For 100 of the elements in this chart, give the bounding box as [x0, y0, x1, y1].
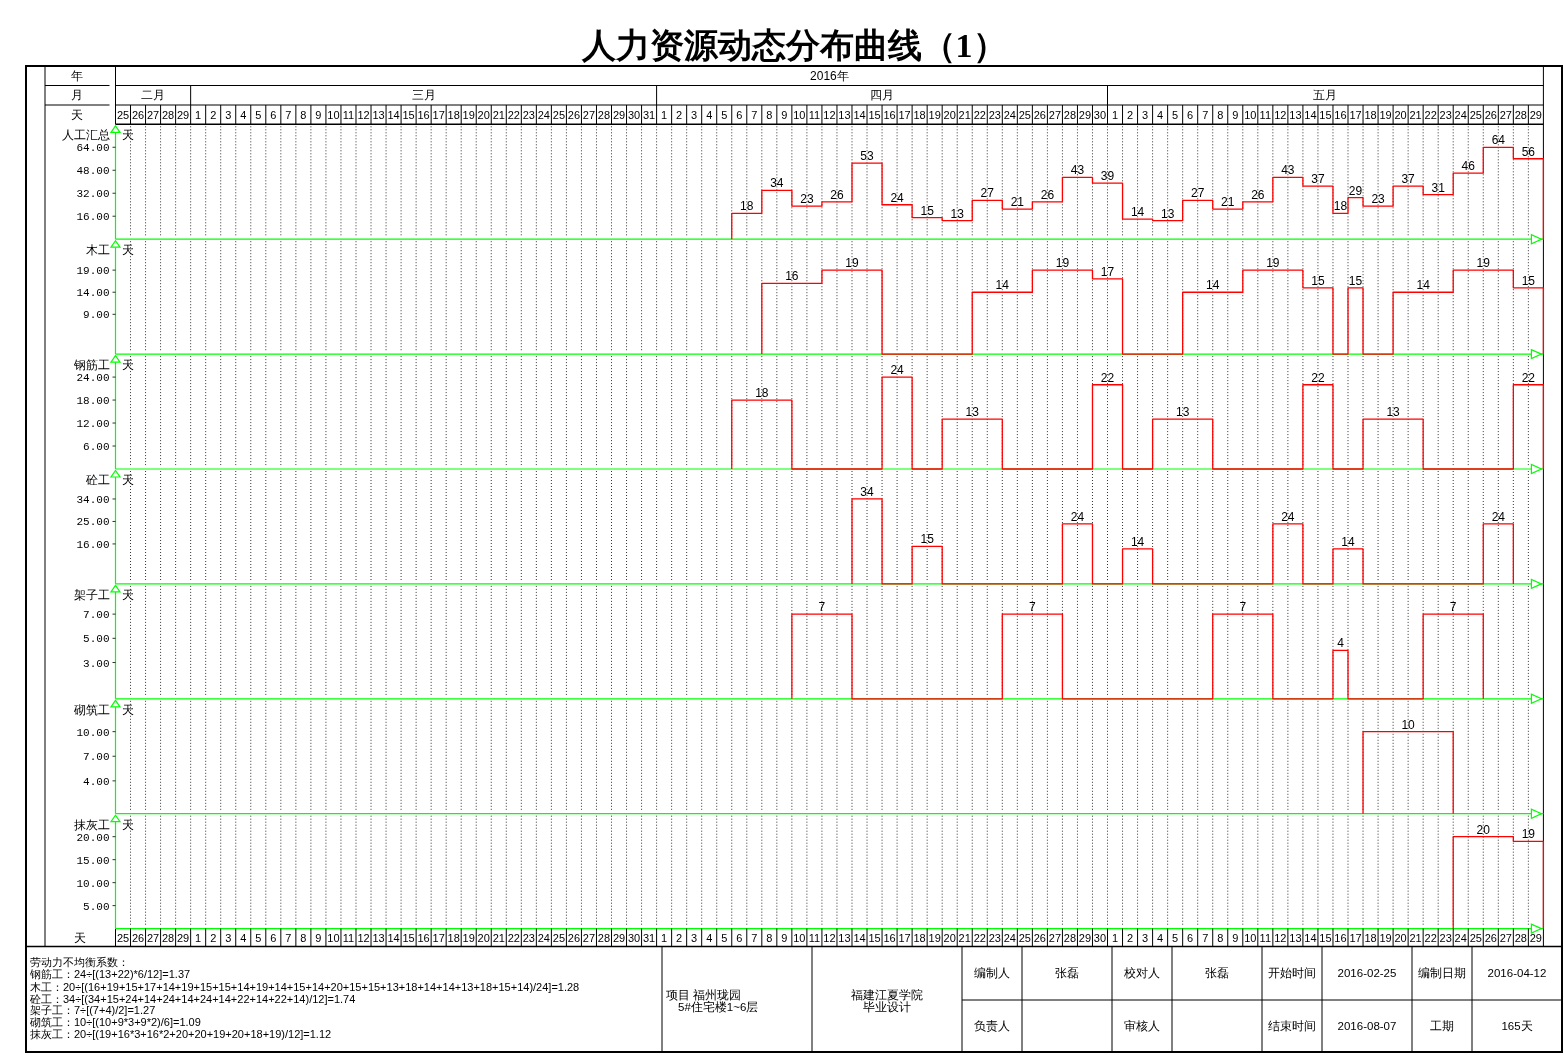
- y-tick-label: 4.00: [83, 775, 110, 788]
- x2-tick-label: 31: [642, 108, 656, 121]
- x2-tick-label: 5: [255, 108, 262, 121]
- y-tick-label: 20.00: [76, 831, 110, 844]
- x-tick-label: 30: [627, 931, 641, 944]
- x2-tick-label: 28: [597, 108, 611, 121]
- data-label: 19: [1476, 256, 1491, 271]
- data-label: 14: [995, 278, 1010, 293]
- text: 架子工：7÷[(7+4)/2]=1.27: [30, 1004, 156, 1016]
- x2-tick-label: 25: [116, 108, 130, 121]
- y-tick-label: 16.00: [76, 211, 110, 224]
- y-tick-label: 15.00: [76, 854, 110, 867]
- y-axis-title: 钢筋工: [72, 358, 110, 373]
- x-tick-label: 12: [823, 931, 836, 944]
- x2-tick-label: 29: [612, 108, 626, 121]
- x2-tick-label: 8: [300, 108, 307, 121]
- x2-tick-label: 29: [1529, 108, 1543, 121]
- x2-tick-label: 19: [1379, 108, 1392, 121]
- x-tick-label: 7: [285, 931, 292, 944]
- x2-tick-label: 16: [883, 108, 896, 121]
- text: 165天: [1501, 1020, 1533, 1032]
- x2-tick-label: 11: [1259, 108, 1272, 121]
- x-tick-label: 13: [372, 931, 385, 944]
- x-tick-label: 28: [597, 931, 611, 944]
- x2-tick-label: 13: [838, 108, 851, 121]
- x2-tick-label: 23: [1439, 108, 1452, 121]
- x2-tick-label: 7: [1202, 108, 1209, 121]
- x-tick-label: 3: [1142, 931, 1149, 944]
- x2-tick-label: 11: [808, 108, 821, 121]
- text: 工期: [1430, 1020, 1454, 1032]
- x2-tick-label: 28: [161, 108, 175, 121]
- x-tick-label: 5: [255, 931, 262, 944]
- x-tick-label: 15: [868, 931, 881, 944]
- text: 木工：20÷[(16+19+15+17+14+19+15+15+14+19+14+15+14+20+15+15+13+18+14+14+13+18+15+14)/24]=1.28: [30, 980, 580, 993]
- x-tick-label: 11: [808, 931, 821, 944]
- x-tick-label: 24: [1003, 931, 1016, 944]
- x-tick-label: 26: [567, 931, 581, 944]
- x2-tick-label: 26: [567, 108, 581, 121]
- x-tick-label: 2: [210, 931, 217, 944]
- x2-tick-label: 27: [1048, 108, 1062, 121]
- x-tick-label: 29: [612, 931, 626, 944]
- text: 五月: [1313, 88, 1338, 103]
- text: 钢筋工：24÷[(13+22)*6/12]=1.37: [29, 968, 191, 980]
- data-label: 15: [1311, 273, 1325, 288]
- x-tick-label: 10: [793, 931, 806, 944]
- data-label: 34: [860, 484, 875, 499]
- annotation: 天: [121, 473, 134, 487]
- x2-tick-label: 22: [507, 108, 520, 121]
- data-label: 22: [1521, 370, 1536, 385]
- x-tick-label: 28: [1514, 931, 1527, 944]
- y-tick-label: 14.00: [76, 287, 110, 300]
- x-tick-label: 4: [1157, 931, 1164, 944]
- data-label: 21: [1010, 195, 1025, 210]
- text: 月: [71, 88, 84, 103]
- data-label: 24: [890, 363, 905, 378]
- text: 2016年: [810, 68, 849, 83]
- y-axis-title: 抹灰工: [73, 817, 110, 832]
- x-tick-label: 11: [342, 931, 355, 944]
- x2-tick-label: 17: [432, 108, 445, 121]
- x-tick-label: 7: [1202, 931, 1209, 944]
- x2-tick-label: 10: [327, 108, 340, 121]
- x2-tick-label: 25: [1469, 108, 1482, 121]
- x-tick-label: 28: [161, 931, 175, 944]
- data-label: 10: [1401, 717, 1416, 732]
- data-label: 7: [1029, 600, 1037, 615]
- x-tick-label: 18: [913, 931, 926, 944]
- data-label: 16: [785, 269, 799, 284]
- x-tick-label: 14: [853, 931, 866, 944]
- x2-tick-label: 13: [372, 108, 385, 121]
- x2-tick-label: 6: [1187, 108, 1194, 121]
- data-label: 13: [1386, 405, 1401, 420]
- data-label: 15: [920, 532, 935, 547]
- x-tick-label: 30: [1093, 931, 1107, 944]
- x2-tick-label: 27: [146, 108, 160, 121]
- text: 福建江夏学院: [851, 988, 923, 1001]
- x2-tick-label: 18: [913, 108, 926, 121]
- data-label: 64: [1491, 133, 1506, 148]
- y-axis-title: 木工: [85, 243, 110, 258]
- x2-tick-label: 18: [447, 108, 460, 121]
- x-tick-label: 7: [751, 931, 758, 944]
- x-tick-label: 18: [1364, 931, 1377, 944]
- x-tick-label: 23: [988, 931, 1001, 944]
- x-tick-label: 31: [642, 931, 656, 944]
- x2-tick-label: 14: [387, 108, 400, 121]
- x2-tick-label: 21: [958, 108, 971, 121]
- x-axis-title: 天: [74, 930, 87, 945]
- x2-tick-label: 6: [736, 108, 743, 121]
- x2-tick-label: 14: [1304, 108, 1317, 121]
- data-label: 27: [1191, 186, 1205, 201]
- annotation: 天: [121, 358, 134, 373]
- x-tick-label: 14: [1304, 931, 1317, 944]
- x-tick-label: 3: [691, 931, 698, 944]
- x-tick-label: 22: [973, 931, 986, 944]
- x2-tick-label: 21: [492, 108, 505, 121]
- data-label: 18: [740, 199, 754, 214]
- x2-tick-label: 3: [1142, 108, 1149, 121]
- text: 2016-04-12: [1487, 967, 1547, 979]
- x2-tick-label: 7: [285, 108, 292, 121]
- data-label: 18: [755, 386, 769, 401]
- x-tick-label: 16: [417, 931, 430, 944]
